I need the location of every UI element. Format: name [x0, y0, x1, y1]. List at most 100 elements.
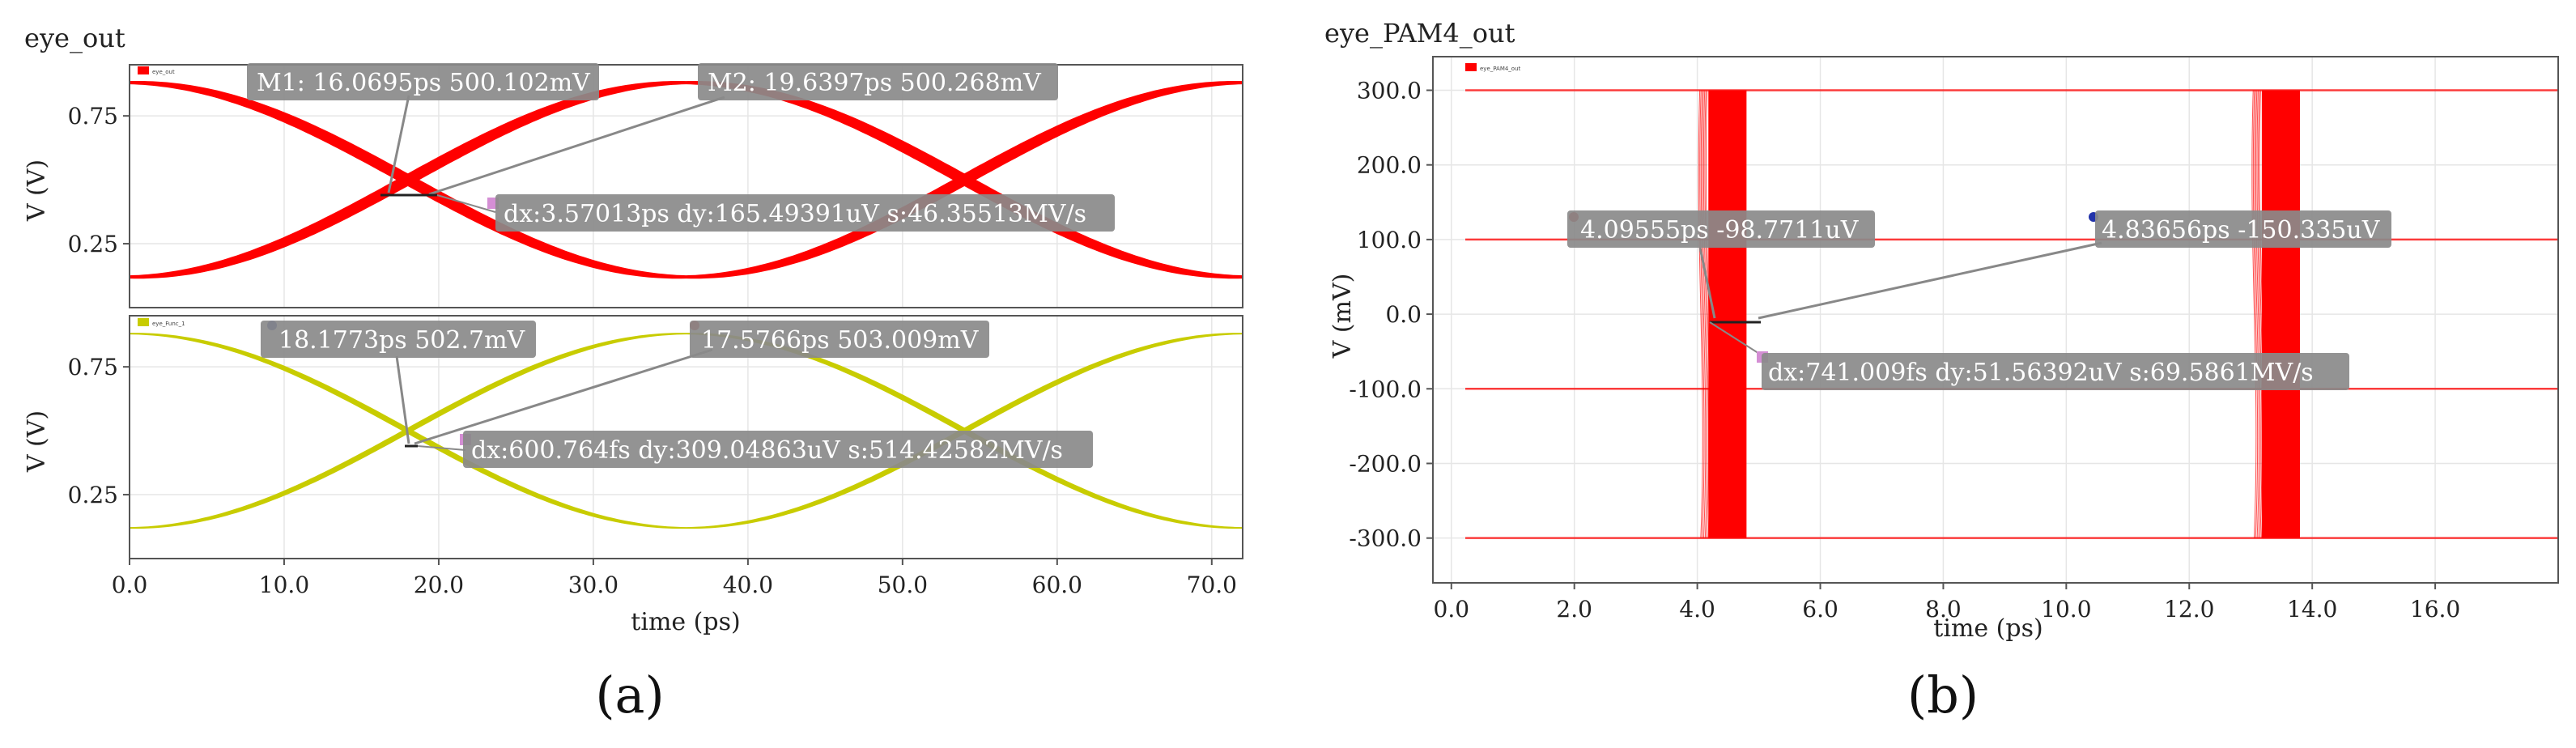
chart-b-right-leader: [1758, 241, 2102, 320]
chart-b-xtick-label-6: 12.0: [2164, 596, 2214, 623]
chart-b-ytick-label-0: 300.0: [1357, 77, 1422, 104]
chart-a-top-m1-box: [247, 63, 599, 100]
chart-b-ytick-label-1: 200.0: [1357, 152, 1422, 179]
chart-a-bottom-eye-trace-1: [130, 333, 1243, 529]
chart-a-top: eye_out eye_out V (V) 0.25 0.75 M1: 16.06…: [23, 23, 1243, 308]
chart-b-left-leader: [1698, 247, 1716, 319]
chart-a-bottom-ytick-label-0: 0.25: [68, 482, 118, 508]
chart-a-bottom-xtick-label-2: 20.0: [414, 572, 464, 598]
chart-b-ytick-label-5: -200.0: [1349, 450, 1422, 477]
chart-b-transition-trace-1-6: [2251, 90, 2257, 538]
chart-b-xtick-label-4: 8.0: [1925, 596, 1962, 623]
chart-a-top-eye-trace-2: [130, 81, 1243, 279]
chart-a-top-annotation-m1[interactable]: M1: 16.0695ps 500.102mV: [247, 63, 599, 193]
chart-a-bottom-delta-leader: [417, 445, 466, 451]
chart-a-bottom-xtick-label-6: 60.0: [1032, 572, 1082, 598]
chart-b-transition-trace-1-0: [2259, 90, 2266, 538]
chart-a-bottom-delta-label: dx:600.764fs dy:309.04863uV s:514.42582M…: [471, 436, 1063, 465]
chart-b-ytick-label-4: -100.0: [1349, 376, 1422, 402]
chart-b-xtick-label-2: 4.0: [1679, 596, 1715, 623]
chart-b-frame: [1432, 56, 2559, 584]
chart-b-right-box: [2095, 210, 2391, 248]
chart-a-bottom-xtick-label-5: 50.0: [878, 572, 928, 598]
chart-b-transition-trace-0-5: [1699, 90, 1705, 538]
chart-a-bottom-annotation-right[interactable]: 17.5766ps 503.009mV: [414, 321, 989, 445]
chart-a-bottom-right-leader: [414, 348, 713, 445]
chart-a-top-m1-label: M1: 16.0695ps 500.102mV: [257, 69, 591, 97]
chart-a-top-m2-box: [698, 63, 1058, 100]
chart-b-transition-trace-1-5: [2252, 90, 2259, 538]
chart-a-bottom-left-label: 18.1773ps 502.7mV: [278, 326, 526, 355]
chart-b: eye_PAM4_out eye_PAM4_out V (mV) time (p…: [1324, 18, 2559, 643]
chart-a-bottom-xtick-label-7: 70.0: [1187, 572, 1237, 598]
chart-a-top-frame: [129, 64, 1243, 308]
chart-b-left-box: [1567, 210, 1875, 248]
chart-a-bottom-legend-label: eye_Func_1: [152, 321, 185, 327]
chart-a-top-delta-leader: [436, 194, 496, 213]
chart-a-top-m2-leader: [428, 96, 725, 196]
chart-b-transition-trace-0-0: [1705, 90, 1712, 538]
chart-a-bottom-ylabel: V (V): [23, 410, 51, 473]
chart-b-xtick-label-8: 16.0: [2410, 596, 2460, 623]
chart-a-top-ytick-label-0: 0.25: [68, 231, 118, 257]
chart-a-bottom-legend-swatch: [138, 318, 149, 326]
chart-b-transition-trace-1-4: [2254, 90, 2259, 538]
chart-b-transition-trace-0-3: [1702, 90, 1708, 538]
chart-a-top-delta-box: [495, 194, 1115, 232]
chart-a-bottom-left-leader: [395, 355, 410, 444]
chart-b-ytick-label-3: 0.0: [1385, 301, 1422, 328]
chart-a-bottom-xtick-label-4: 40.0: [723, 572, 773, 598]
chart-a-top-m2-label: M2: 19.6397ps 500.268mV: [708, 69, 1042, 97]
chart-a-bottom-xtick-label-0: 0.0: [112, 572, 148, 598]
chart-b-ytick-label-6: -300.0: [1349, 525, 1422, 552]
chart-a-bottom-right-box: [690, 321, 989, 358]
chart-b-annotation-left[interactable]: 4.09555ps -98.7711uV: [1567, 210, 1875, 319]
chart-b-transition-band-1: [2261, 90, 2300, 538]
chart-a-top-annotation-m2[interactable]: M2: 19.6397ps 500.268mV: [428, 63, 1058, 196]
chart-a-top-delta-label: dx:3.57013ps dy:165.49391uV s:46.35513MV…: [504, 200, 1086, 228]
chart-a-top-ytick-label-1: 0.75: [68, 103, 118, 130]
chart-a-top-m1-leader: [387, 95, 410, 193]
chart-a-bottom-frame: [129, 315, 1243, 559]
chart-b-xtick-label-0: 0.0: [1434, 596, 1470, 623]
chart-b-transition-trace-0-1: [1704, 90, 1711, 538]
chart-b-annotation-delta[interactable]: dx:741.009fs dy:51.56392uV s:69.5861MV/s: [1709, 321, 2349, 390]
chart-b-transition-trace-1-2: [2256, 90, 2263, 538]
chart-a-bottom-left-box: [261, 321, 536, 358]
chart-a-top-annotation-delta[interactable]: dx:3.57013ps dy:165.49391uV s:46.35513MV…: [380, 193, 1115, 232]
chart-b-legend-label: eye_PAM4_out: [1480, 66, 1521, 72]
chart-a-top-legend-label: eye_out: [152, 69, 175, 75]
chart-a-bottom-delta-box: [463, 431, 1093, 468]
chart-b-xtick-label-3: 6.0: [1802, 596, 1838, 623]
panel-label-a: (a): [595, 665, 664, 725]
chart-b-delta-box: [1762, 353, 2349, 390]
chart-b-legend-swatch: [1465, 63, 1477, 71]
chart-a-bottom-ytick-label-1: 0.75: [68, 354, 118, 380]
chart-b-transition-trace-0-6: [1698, 90, 1703, 538]
chart-b-transition-trace-0-2: [1702, 90, 1709, 538]
chart-b-delta-label: dx:741.009fs dy:51.56392uV s:69.5861MV/s: [1768, 359, 2314, 387]
chart-b-transition-trace-0-4: [1700, 90, 1707, 538]
chart-a-top-title: eye_out: [24, 23, 125, 53]
chart-a-bottom-right-label: 17.5766ps 503.009mV: [701, 326, 980, 355]
chart-a-top-legend-swatch: [138, 66, 149, 74]
chart-a-bottom: eye_Func_1 V (V) time (ps) 0.25 0.75 0.0 1…: [23, 315, 1243, 636]
chart-a-bottom-eye-trace-2: [130, 333, 1243, 529]
chart-b-transition-trace-1-1: [2258, 90, 2264, 538]
chart-b-xtick-label-7: 14.0: [2287, 596, 2337, 623]
chart-a-bottom-annotation-left[interactable]: 18.1773ps 502.7mV: [261, 321, 536, 444]
chart-a-bottom-xtick-label-1: 10.0: [259, 572, 309, 598]
chart-a-top-ylabel: V (V): [23, 159, 51, 222]
chart-a-bottom-annotation-delta[interactable]: dx:600.764fs dy:309.04863uV s:514.42582M…: [405, 431, 1093, 468]
chart-a-top-eye-trace-1: [130, 81, 1243, 279]
chart-b-annotation-right[interactable]: 4.83656ps -150.335uV: [1758, 210, 2391, 320]
chart-b-xtick-label-5: 10.0: [2041, 596, 2091, 623]
chart-b-delta-leader: [1709, 321, 1764, 357]
chart-b-right-label: 4.83656ps -150.335uV: [2102, 216, 2381, 244]
chart-b-title: eye_PAM4_out: [1324, 18, 1515, 49]
chart-b-ytick-label-2: 100.0: [1357, 227, 1422, 253]
chart-b-xlabel: time (ps): [1933, 614, 2043, 643]
chart-a-bottom-xlabel: time (ps): [631, 608, 740, 636]
panel-label-b: (b): [1907, 665, 1979, 725]
chart-b-left-label: 4.09555ps -98.7711uV: [1580, 216, 1860, 244]
